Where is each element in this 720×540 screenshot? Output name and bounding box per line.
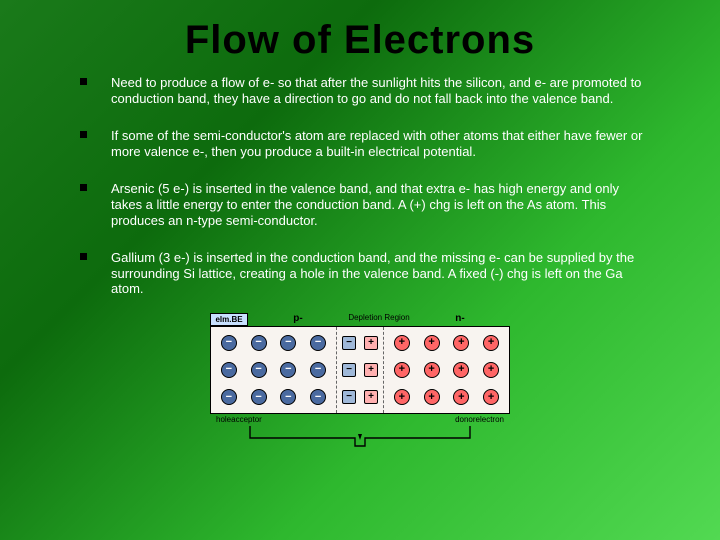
positive-charge-icon: + — [453, 335, 469, 351]
positive-ion-icon: + — [364, 363, 378, 377]
negative-charge-icon: − — [310, 389, 326, 405]
negative-charge-icon: − — [310, 362, 326, 378]
positive-charge-icon: + — [453, 362, 469, 378]
label-depletion: Depletion Region — [348, 313, 410, 326]
negative-ion-icon: − — [342, 363, 356, 377]
pn-box: −−−−−−−−−−−− −+−+−+ ++++++++++++ — [210, 326, 510, 414]
bullet-text: If some of the semi-conductor's atom are… — [111, 128, 650, 159]
negative-charge-icon: − — [280, 362, 296, 378]
label-donor: donor — [455, 415, 475, 424]
bullet-text: Arsenic (5 e-) is inserted in the valenc… — [111, 181, 650, 228]
positive-charge-icon: + — [453, 389, 469, 405]
list-item: If some of the semi-conductor's atom are… — [80, 128, 650, 159]
p-region: −−−−−−−−−−−− — [211, 327, 336, 413]
positive-charge-icon: + — [483, 389, 499, 405]
list-item: Gallium (3 e-) is inserted in the conduc… — [80, 250, 650, 297]
bullet-marker-icon — [80, 131, 87, 138]
positive-charge-icon: + — [394, 335, 410, 351]
negative-charge-icon: − — [221, 335, 237, 351]
negative-charge-icon: − — [251, 389, 267, 405]
positive-charge-icon: + — [394, 362, 410, 378]
negative-ion-icon: − — [342, 390, 356, 404]
negative-charge-icon: − — [221, 389, 237, 405]
label-hole: hole — [216, 415, 231, 424]
bullet-list: Need to produce a flow of e- so that aft… — [0, 75, 720, 297]
negative-charge-icon: − — [251, 335, 267, 351]
negative-charge-icon: − — [280, 335, 296, 351]
bullet-marker-icon — [80, 78, 87, 85]
negative-ion-icon: − — [342, 336, 356, 350]
negative-charge-icon: − — [280, 389, 296, 405]
bullet-marker-icon — [80, 184, 87, 191]
positive-charge-icon: + — [424, 389, 440, 405]
positive-charge-icon: + — [424, 335, 440, 351]
label-elmbe: elm.BE — [210, 313, 248, 326]
positive-charge-icon: + — [483, 335, 499, 351]
circuit-wire-icon — [210, 426, 510, 446]
negative-charge-icon: − — [251, 362, 267, 378]
list-item: Need to produce a flow of e- so that aft… — [80, 75, 650, 106]
list-item: Arsenic (5 e-) is inserted in the valenc… — [80, 181, 650, 228]
label-n-region: n- — [410, 313, 510, 326]
negative-charge-icon: − — [310, 335, 326, 351]
positive-charge-icon: + — [483, 362, 499, 378]
positive-charge-icon: + — [424, 362, 440, 378]
n-region: + + + + + + + + + + + + — [384, 327, 509, 413]
label-electron: electron — [476, 415, 504, 424]
label-acceptor: acceptor — [231, 415, 262, 424]
bullet-marker-icon — [80, 253, 87, 260]
bullet-text: Need to produce a flow of e- so that aft… — [111, 75, 650, 106]
positive-ion-icon: + — [364, 336, 378, 350]
positive-charge-icon: + — [394, 389, 410, 405]
label-p-region: p- — [248, 313, 348, 326]
depletion-region: −+−+−+ — [336, 327, 384, 413]
positive-ion-icon: + — [364, 390, 378, 404]
pn-junction-diagram: elm.BE p- Depletion Region n- −−−−−−−−−−… — [0, 313, 720, 446]
page-title: Flow of Electrons — [0, 0, 720, 75]
bullet-text: Gallium (3 e-) is inserted in the conduc… — [111, 250, 650, 297]
negative-charge-icon: − — [221, 362, 237, 378]
